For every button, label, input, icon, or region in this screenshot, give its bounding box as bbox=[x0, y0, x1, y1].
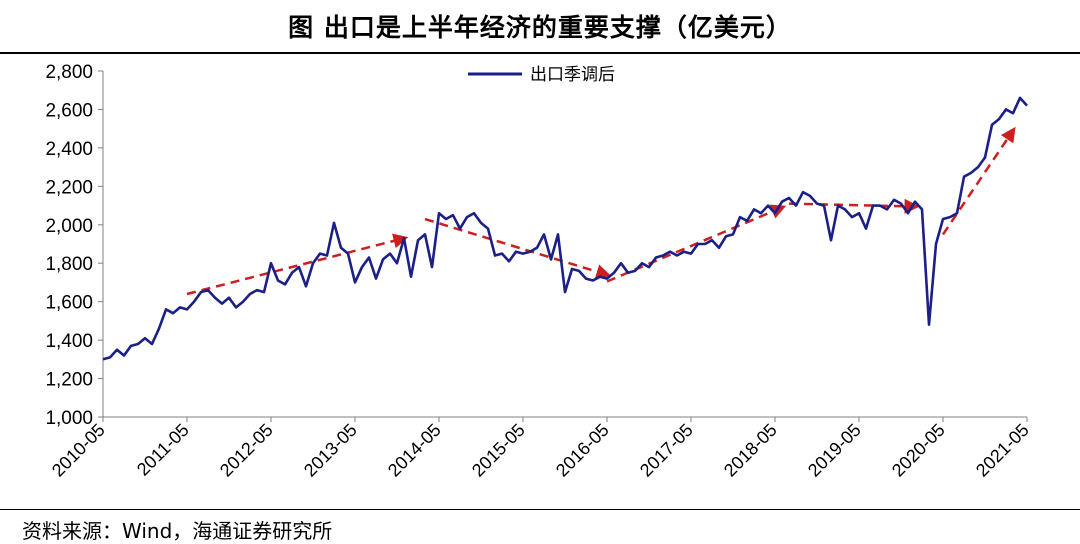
axes bbox=[102, 71, 1027, 418]
trend-arrow bbox=[424, 217, 612, 279]
trend-arrows bbox=[186, 126, 1016, 296]
legend: 出口季调后 bbox=[468, 65, 615, 85]
x-tick-label: 2019-05 bbox=[804, 420, 865, 481]
x-tick-label: 2016-05 bbox=[552, 420, 613, 481]
y-tick-label: 1,000 bbox=[45, 408, 93, 429]
trend-arrow bbox=[788, 198, 920, 214]
y-tick-label: 2,800 bbox=[45, 62, 93, 83]
x-tick-label: 2020-05 bbox=[888, 420, 949, 481]
chart-title: 图 出口是上半年经济的重要支撑（亿美元） bbox=[288, 13, 792, 42]
trend-arrow bbox=[941, 126, 1016, 236]
x-tick-label: 2015-05 bbox=[468, 420, 529, 481]
source-note: 资料来源：Wind，海通证券研究所 bbox=[22, 519, 333, 543]
x-tick-label: 2013-05 bbox=[300, 420, 361, 481]
series-group bbox=[102, 96, 1028, 361]
y-tick-label: 2,000 bbox=[45, 216, 93, 237]
legend-label: 出口季调后 bbox=[530, 65, 615, 85]
y-tick-label: 1,400 bbox=[45, 331, 93, 352]
x-axis-ticks: 2010-05 2011-05 2012-05 2013-05 2014-05 2015-… bbox=[48, 417, 1033, 481]
trend-arrow bbox=[186, 233, 409, 296]
title-bar: 图 出口是上半年经济的重要支撑（亿美元） bbox=[0, 0, 1080, 54]
y-tick-label: 1,800 bbox=[45, 254, 93, 275]
y-tick-label: 1,600 bbox=[45, 293, 93, 314]
x-tick-label: 2018-05 bbox=[720, 420, 781, 481]
source-bar: 资料来源：Wind，海通证券研究所 bbox=[0, 509, 1080, 544]
y-tick-label: 2,200 bbox=[45, 177, 93, 198]
x-tick-label: 2012-05 bbox=[216, 420, 277, 481]
x-tick-label: 2021-05 bbox=[972, 420, 1033, 481]
x-tick-label: 2017-05 bbox=[636, 420, 697, 481]
y-axis-ticks: 1,000 1,200 1,400 1,600 1,800 2,000 2,200 2,400… bbox=[45, 62, 103, 429]
line-chart: 1,000 1,200 1,400 1,600 1,800 2,000 2,200 2,400… bbox=[45, 62, 1033, 481]
x-tick-label: 2014-05 bbox=[384, 420, 445, 481]
series-line bbox=[102, 96, 1028, 361]
y-tick-label: 2,400 bbox=[45, 139, 93, 160]
x-tick-label: 2011-05 bbox=[133, 420, 193, 480]
y-tick-label: 2,600 bbox=[45, 100, 93, 121]
y-tick-label: 1,200 bbox=[45, 370, 93, 391]
